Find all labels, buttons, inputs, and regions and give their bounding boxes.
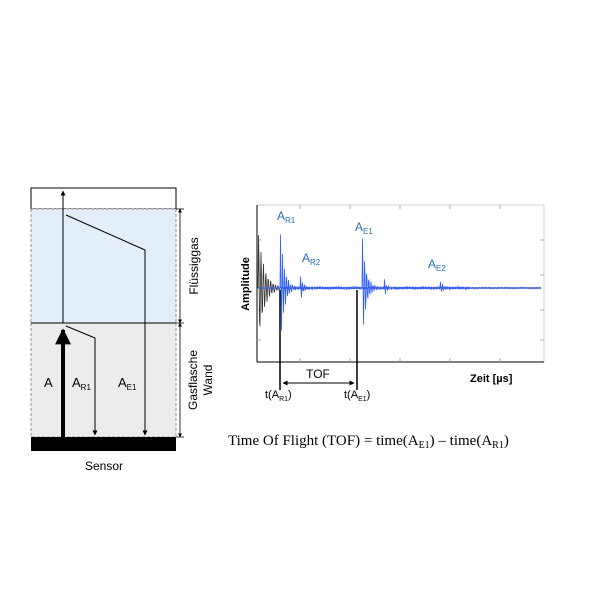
liquid-gas-region xyxy=(30,208,177,324)
sensor-block xyxy=(31,437,176,451)
path-e1-label: AE1 xyxy=(118,375,137,392)
signal-plot: Amplitude Zeit [µs] TOF t(AR1) t(AE1) AR… xyxy=(240,204,545,403)
wall-side-label-line2: Wand xyxy=(201,365,215,396)
t-e1-label: t(AE1) xyxy=(344,389,370,403)
path-a-label: A xyxy=(44,375,53,390)
path-e1-ray xyxy=(65,214,148,436)
y-axis-label: Amplitude xyxy=(240,257,252,311)
wall-side-label-line1: Gasflasche xyxy=(186,350,200,410)
liquid-gas-side-label: Flüssiggas xyxy=(187,237,201,294)
path-r1-label: AR1 xyxy=(72,375,91,392)
peak-label-ar1: AR1 xyxy=(277,209,296,225)
x-ticks xyxy=(299,205,501,362)
path-r1-ray xyxy=(65,325,98,436)
plot-frame xyxy=(256,204,545,363)
x-axis-label: Zeit [µs] xyxy=(470,373,513,385)
layer-schematic: Sensor A AR1 AE1 Flüssiggas Gasflasche W… xyxy=(30,187,215,473)
tof-label: TOF xyxy=(306,367,330,381)
wall-region xyxy=(30,322,177,438)
top-box xyxy=(30,187,177,210)
sensor-label: Sensor xyxy=(85,459,123,473)
signal-waveform-blue xyxy=(257,234,542,331)
tof-formula: Time Of Flight (TOF) = time(AE1) – time(… xyxy=(228,433,509,451)
peak-label-ar2: AR2 xyxy=(302,251,321,267)
t-r1-label: t(AR1) xyxy=(265,389,292,403)
peak-label-ae1: AE1 xyxy=(355,220,373,236)
peak-label-ae2: AE2 xyxy=(428,257,446,273)
